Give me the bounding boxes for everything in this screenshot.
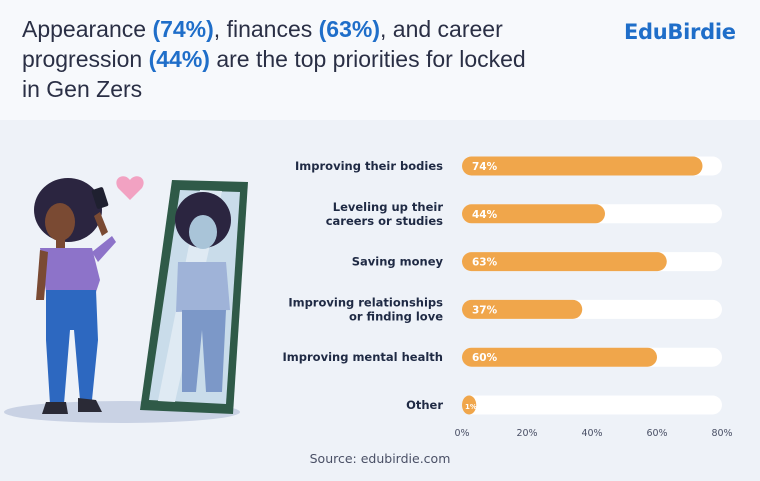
bar [462, 204, 605, 224]
value-label: 74% [472, 161, 498, 173]
title-highlight: (74%) [152, 16, 214, 42]
heart-icon [116, 176, 144, 200]
x-tick-label: 60% [646, 428, 667, 439]
value-label: 60% [472, 352, 498, 364]
title-text: , finances [213, 16, 319, 42]
brand-logo: EduBirdie [624, 20, 736, 44]
value-label: 37% [472, 304, 498, 316]
illustration [4, 176, 248, 423]
category-label: Other [406, 398, 443, 412]
bar [462, 299, 583, 319]
title-highlight: (44%) [148, 46, 210, 72]
title-highlight: (63%) [318, 16, 380, 42]
bar [462, 347, 657, 367]
page-title: Appearance (74%), finances (63%), and ca… [22, 14, 542, 104]
bar [462, 156, 703, 176]
value-label: 44% [472, 209, 498, 221]
category-label: Improving their bodies [295, 159, 443, 173]
title-text: Appearance [22, 16, 153, 42]
value-label: 1% [465, 403, 477, 411]
category-label: or finding love [349, 309, 443, 323]
bar-track [462, 395, 722, 415]
title-text: , and career progression [22, 16, 503, 72]
woman-illustration [34, 178, 116, 414]
bar [462, 252, 667, 272]
category-label: Saving money [352, 255, 444, 269]
category-label: Improving relationships [288, 295, 443, 309]
bar [462, 395, 477, 415]
value-label: 63% [472, 257, 498, 269]
category-label: Leveling up their [333, 200, 444, 214]
category-label: careers or studies [326, 214, 443, 228]
source-note: Source: edubirdie.com [309, 451, 451, 466]
header-band [0, 0, 760, 120]
x-tick-label: 0% [454, 428, 469, 439]
x-tick-label: 80% [711, 428, 732, 439]
x-tick-label: 20% [516, 428, 537, 439]
category-label: Improving mental health [283, 350, 443, 364]
x-tick-label: 40% [581, 428, 602, 439]
title-text: are the top priorities for locked in Gen… [22, 46, 526, 102]
mirror-illustration [140, 180, 248, 414]
